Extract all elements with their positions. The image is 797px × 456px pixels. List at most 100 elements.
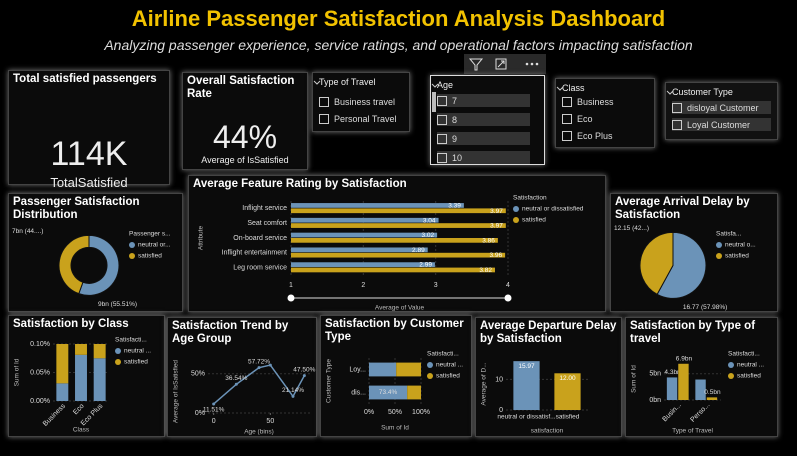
bar (291, 232, 438, 238)
bar-segment (75, 344, 87, 355)
slicer-item[interactable]: Business travel (319, 95, 403, 108)
legend-label: satisfied (522, 217, 546, 224)
data-label: 7bn (44....) (12, 228, 43, 235)
checkbox[interactable] (437, 152, 447, 163)
checkbox[interactable] (437, 95, 447, 106)
slicer-item[interactable]: Business (562, 95, 648, 108)
slicer-item[interactable]: Eco (562, 112, 648, 125)
legend-title: Satisfacti... (427, 351, 459, 358)
chart: 0% 50% 100% Loy... dis... 73.4% Sum of Id Custo… (326, 351, 464, 432)
visual-toolbar (464, 54, 546, 74)
slicer-item[interactable]: 10 (437, 151, 530, 164)
line-point (302, 374, 306, 378)
x-tick-label: Perso... (689, 402, 711, 424)
slicer-item[interactable]: disloyal Customer (672, 101, 771, 114)
checkbox[interactable] (672, 119, 682, 130)
data-label: 3.02 (421, 232, 434, 239)
checkbox[interactable] (562, 130, 572, 141)
line-point (234, 382, 238, 386)
bar (291, 217, 439, 223)
slicer: Type of Travel Business travel Personal Tr… (312, 72, 410, 132)
slider-handle[interactable] (287, 294, 295, 302)
chart-title: Satisfaction by Customer Type (325, 318, 464, 343)
slicer-item[interactable]: 7 (437, 94, 530, 107)
x-tick-label: 4 (506, 282, 510, 289)
data-label: 2.99 (419, 262, 432, 269)
y-axis-label: Attribute (198, 226, 205, 251)
chevron (556, 86, 564, 91)
checkbox[interactable] (319, 96, 329, 107)
y-tick-label: Inflight service (242, 205, 287, 212)
chevron-icon (313, 80, 321, 85)
more-icon[interactable] (535, 62, 539, 66)
bar-segment (56, 344, 69, 384)
y-tick-label: 0 (499, 407, 503, 414)
data-label: 36.54% (225, 375, 247, 382)
line-point (268, 363, 272, 367)
legend-label: satisfied (725, 253, 749, 260)
x-tick-label: 3 (434, 282, 438, 289)
checkbox[interactable] (672, 102, 682, 113)
slicer-item-label: 10 (452, 152, 463, 163)
scroll-thumb[interactable] (432, 92, 436, 112)
data-label: 21.14% (282, 387, 304, 394)
chart-title: Average Arrival Delay by Satisfaction (615, 196, 750, 221)
slicer-title: Age (437, 80, 454, 90)
slicer-item[interactable]: Loyal Customer (672, 118, 771, 131)
bar (291, 267, 495, 273)
checkbox[interactable] (562, 96, 572, 107)
legend-label: neutral ... (737, 362, 764, 369)
chart-panel: 1 2 3 4 Inflight service 3.39 3.97 Seat comfort… (188, 175, 606, 312)
checkbox[interactable] (437, 114, 447, 125)
legend-marker (115, 348, 121, 354)
data-label: 3.97 (490, 223, 503, 230)
toolbar-bg (464, 54, 546, 74)
x-tick-label: 50 (266, 418, 274, 425)
slicer-item-label: Business travel (334, 96, 396, 107)
x-tick-label: 1 (289, 282, 293, 289)
legend-title: Satisfa... (716, 231, 741, 238)
checkbox[interactable] (437, 133, 447, 144)
data-label: 11.51% (203, 407, 225, 414)
kpi-card: Total satisfied passengers 114K TotalSatis… (8, 70, 170, 190)
slicer-title: Type of Travel (319, 77, 376, 87)
bar-segment (75, 354, 87, 401)
x-tick-label: 2 (361, 282, 365, 289)
legend-title: Satisfacti... (728, 351, 760, 358)
bar (554, 373, 581, 410)
card-title: Total satisfied passengers (13, 73, 157, 85)
x-tick-label: 100% (412, 409, 430, 416)
chart: 0% 50% 0 50 11.51% 36.54% 57.72% 21.14% 47.50% Ag… (173, 358, 316, 435)
data-label: 12.00 (559, 375, 576, 382)
focus-icon[interactable] (495, 58, 507, 70)
x-axis-label: Class (73, 427, 90, 434)
chevron (431, 83, 439, 88)
filter-icon[interactable] (468, 58, 484, 71)
slicer-item[interactable]: 8 (437, 113, 530, 126)
y-tick-label: 0.10% (30, 341, 50, 348)
line-point (291, 394, 295, 398)
checkbox[interactable] (319, 113, 329, 124)
chevron-icon (666, 90, 674, 95)
y-tick-label: On-board service (233, 235, 287, 242)
slicer-item[interactable]: Personal Travel (319, 112, 403, 125)
chart-panel: 0% 50% 100% Loy... dis... 73.4% Sum of Id Custo… (320, 315, 472, 437)
chart: 9bn (55.51%) 7bn (44....) Passenger s... ne… (12, 228, 171, 308)
y-axis-label: Average of D... (481, 362, 488, 405)
chevron (313, 80, 321, 85)
data-label: 3.96 (489, 252, 502, 259)
more-icon[interactable] (525, 62, 529, 66)
chart-title: Passenger Satisfaction Distribution (13, 196, 140, 221)
slider-handle[interactable] (504, 294, 512, 302)
slicer-item[interactable]: 9 (437, 132, 530, 145)
chart-title: Average Feature Rating by Satisfaction (193, 178, 407, 190)
data-label: 0.5bn (704, 389, 721, 396)
bar-segment (407, 385, 421, 400)
checkbox[interactable] (562, 113, 572, 124)
data-label: 2.89 (412, 247, 425, 254)
data-label: 47.50% (293, 366, 315, 373)
slicer-item[interactable]: Eco Plus (562, 129, 648, 142)
more-icon[interactable] (530, 62, 534, 66)
